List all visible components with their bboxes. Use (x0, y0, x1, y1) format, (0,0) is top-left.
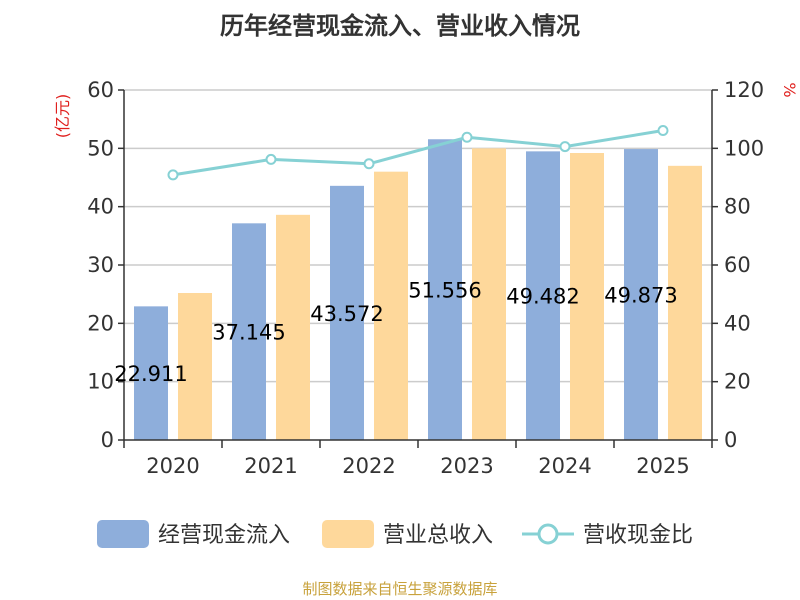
y-right-tick-label: 60 (724, 253, 751, 277)
bar-cash-inflow (428, 139, 462, 441)
point-ratio (657, 125, 669, 137)
bar-cash-inflow (526, 151, 560, 441)
legend-label-cash-inflow: 经营现金流入 (158, 523, 290, 548)
y-left-tick-label: 30 (87, 253, 114, 277)
x-tick-label: 2025 (636, 454, 689, 478)
y-left-tick-label: 10 (87, 370, 114, 394)
bar-revenue (374, 171, 408, 440)
y-left-unit: (亿元) (53, 94, 72, 139)
bar-revenue (178, 293, 212, 440)
y-left-tick-label: 60 (87, 78, 114, 102)
point-ratio (363, 158, 375, 170)
y-right-tick-label: 0 (724, 428, 737, 452)
y-left-tick-label: 50 (87, 136, 114, 160)
ratio-line (167, 125, 669, 181)
data-label-cash-inflow: 37.145 (212, 321, 285, 345)
x-tick-label: 2020 (146, 454, 199, 478)
y-left-tick-label: 40 (87, 195, 114, 219)
y-right-tick-label: 120 (724, 78, 764, 102)
y-right-tick-label: 20 (724, 370, 751, 394)
source-note: 制图数据来自恒生聚源数据库 (302, 580, 497, 598)
bar-revenue (570, 153, 604, 440)
legend: 经营现金流入 营业总收入 营收现金比 (97, 520, 693, 548)
legend-label-ratio: 营收现金比 (583, 523, 693, 548)
bar-cash-inflow (134, 306, 168, 440)
bar-cash-inflow (330, 185, 364, 440)
bar-cash-inflow (232, 223, 266, 440)
y-left-tick-label: 0 (101, 428, 114, 452)
x-tick-label: 2023 (440, 454, 493, 478)
data-label-cash-inflow: 49.873 (604, 284, 677, 308)
bar-cash-inflow (624, 149, 658, 441)
y-right-tick-label: 40 (724, 311, 751, 335)
bar-revenue (276, 214, 310, 440)
point-ratio (265, 153, 277, 165)
grid-lines (124, 89, 712, 383)
bar-revenue (668, 165, 702, 441)
series-line-ratio (172, 129, 664, 177)
x-tick-label: 2024 (538, 454, 591, 478)
y-left-tick-label: 20 (87, 311, 114, 335)
chart-title: 历年经营现金流入、营业收入情况 (220, 12, 580, 40)
data-labels: 22.911 37.145 43.572 51.556 49.482 49.873 (114, 279, 677, 387)
point-ratio (461, 131, 473, 143)
point-ratio (559, 141, 571, 153)
point-ratio (167, 169, 179, 181)
y-right-tick-label: 100 (724, 136, 764, 160)
data-label-cash-inflow: 51.556 (408, 279, 481, 303)
data-label-cash-inflow: 49.482 (506, 285, 579, 309)
legend-swatch-cash-inflow (97, 520, 149, 548)
legend-swatch-revenue (322, 520, 374, 548)
bars (134, 139, 702, 441)
data-label-cash-inflow: 22.911 (114, 362, 187, 386)
data-label-cash-inflow: 43.572 (310, 302, 383, 326)
x-tick-label: 2021 (244, 454, 297, 478)
bar-revenue (472, 148, 506, 441)
y-right-tick-label: 80 (724, 195, 751, 219)
legend-label-revenue: 营业总收入 (383, 523, 493, 548)
x-tick-label: 2022 (342, 454, 395, 478)
axes: 0 10 20 30 40 50 60 0 20 40 60 80 100 120 2020 2021 2022… (87, 78, 764, 478)
legend-swatch-ratio-marker (537, 523, 559, 545)
y-right-unit: % (780, 82, 799, 97)
